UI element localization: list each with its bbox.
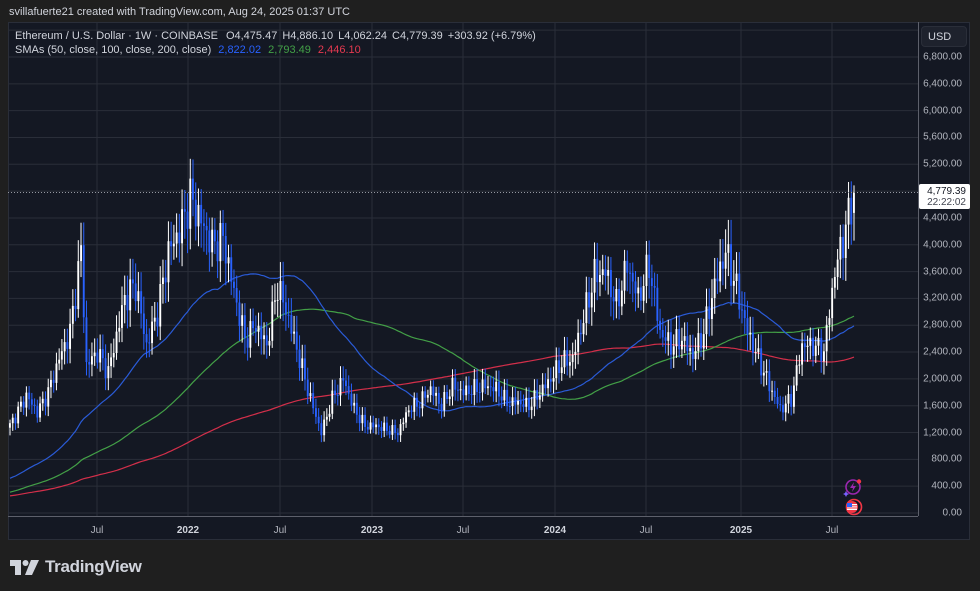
price-tick: 3,600.00	[923, 266, 962, 278]
ohlc-change: +303.92 (+6.79%)	[447, 30, 536, 42]
candlestick-chart[interactable]	[8, 22, 918, 516]
sma-indicator-label[interactable]: SMAs (50, close, 100, close, 200, close)	[15, 44, 212, 56]
price-tick: 6,800.00	[923, 51, 962, 63]
tradingview-logo-icon	[10, 559, 39, 575]
bar-countdown: 22:22:02	[927, 197, 966, 208]
price-tick: 1,200.00	[923, 427, 962, 439]
currency-button[interactable]: USD	[921, 26, 967, 47]
time-tick: 2023	[360, 525, 384, 536]
time-tick: Jul	[456, 525, 470, 536]
price-axis[interactable]: 6,800.00 6,400.00 6,000.00 5,600.00 5,200.00…	[918, 22, 970, 519]
ohlc-close: C4,779.39	[392, 30, 443, 42]
price-tick: 4,400.00	[923, 212, 962, 224]
sma100-value: 2,793.49	[268, 44, 311, 56]
time-tick: 2022	[176, 525, 200, 536]
ohlc-open: O4,475.47	[225, 30, 278, 42]
price-tick: 800.00	[931, 453, 962, 465]
current-price: 4,779.39	[927, 186, 966, 197]
time-tick: Jul	[825, 525, 839, 536]
time-tick: Jul	[90, 525, 104, 536]
sma200-value: 2,446.10	[317, 44, 361, 56]
symbol-title[interactable]: Ethereum / U.S. Dollar · 1W · COINBASE	[15, 30, 218, 42]
price-tick: 2,000.00	[923, 373, 962, 385]
time-tick: 2024	[543, 525, 567, 536]
time-tick: Jul	[639, 525, 653, 536]
us-flag-event-icon[interactable]	[845, 498, 863, 516]
tradingview-logo[interactable]: TradingView	[10, 557, 142, 577]
price-tick: 2,800.00	[923, 319, 962, 331]
sma50-value: 2,822.02	[218, 44, 262, 56]
price-tick: 3,200.00	[923, 292, 962, 304]
chart-legend: Ethereum / U.S. Dollar · 1W · COINBASE O…	[15, 29, 536, 57]
ohlc-high: H4,886.10	[282, 30, 334, 42]
chart-events[interactable]	[843, 478, 865, 518]
ohlc-low: L4,062.24	[338, 30, 388, 42]
time-axis[interactable]: Jul 2022 Jul 2023 Jul 2024 Jul 2025 Jul	[8, 516, 918, 540]
price-tick: 2,400.00	[923, 346, 962, 358]
time-tick: 2025	[729, 525, 753, 536]
price-tick: 4,000.00	[923, 239, 962, 251]
price-tick: 6,000.00	[923, 105, 962, 117]
price-tick: 5,200.00	[923, 158, 962, 170]
lightning-event-icon[interactable]	[843, 479, 862, 497]
time-tick: Jul	[273, 525, 287, 536]
chart-plot-area[interactable]	[8, 22, 918, 516]
price-tick: 6,400.00	[923, 78, 962, 90]
price-tick: 1,600.00	[923, 400, 962, 412]
price-tick: 5,600.00	[923, 131, 962, 143]
price-tick: 0.00	[942, 507, 962, 519]
tradingview-wordmark: TradingView	[45, 557, 142, 576]
price-tick: 400.00	[931, 480, 962, 492]
current-price-label: 4,779.39 22:22:02	[919, 184, 970, 209]
chart-credit: svillafuerte21 created with TradingView.…	[9, 6, 350, 18]
